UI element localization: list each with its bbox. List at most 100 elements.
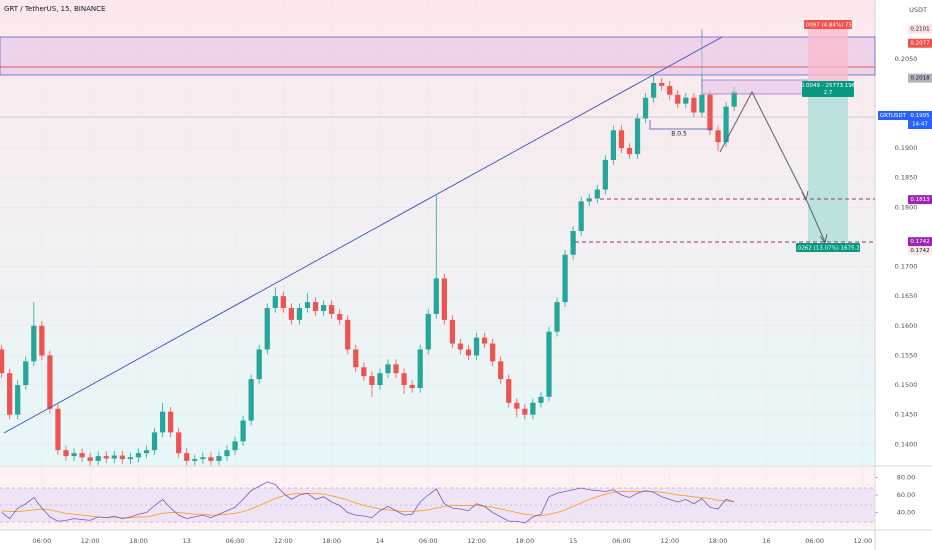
candle-body bbox=[457, 343, 464, 350]
candle-body bbox=[675, 94, 681, 104]
x-tick-label: 06:00 bbox=[226, 537, 245, 545]
candle-body bbox=[522, 408, 528, 415]
candle-body bbox=[642, 97, 649, 119]
candle-body bbox=[667, 85, 673, 95]
candle-body bbox=[248, 379, 254, 421]
candle-body bbox=[353, 349, 359, 368]
y-tick-label: 0.1500 bbox=[895, 381, 918, 389]
candle-body bbox=[304, 302, 311, 309]
candle-body bbox=[47, 355, 53, 409]
target-label: 0.0262 (13.07%) 1675.26 bbox=[793, 246, 864, 252]
candle-body bbox=[264, 308, 270, 350]
symbol-tag-bg bbox=[878, 111, 908, 120]
candle-body bbox=[433, 278, 439, 314]
price-tags: 0.2101 0.2077 0.2018 0.1813 0.1742 0.1742 bbox=[908, 24, 932, 256]
candle-body bbox=[393, 364, 399, 374]
y-tick-label: 0.1400 bbox=[895, 440, 918, 448]
y-tick-label: 0.1550 bbox=[895, 351, 918, 359]
price-tag-bg bbox=[908, 246, 932, 256]
y-unit: USDT bbox=[909, 6, 927, 14]
candle-body bbox=[562, 254, 568, 303]
candle-body bbox=[15, 385, 21, 415]
price-tag: 0.1742 bbox=[910, 248, 929, 254]
candle-body bbox=[425, 313, 431, 350]
candle-body bbox=[312, 302, 319, 311]
candle-body bbox=[691, 97, 697, 113]
candle-body bbox=[337, 313, 343, 320]
candle-body bbox=[651, 82, 657, 98]
x-tick-label: 13 bbox=[183, 537, 191, 545]
candle-body bbox=[554, 302, 560, 332]
candle-body bbox=[401, 373, 407, 386]
candle-body bbox=[39, 325, 45, 356]
candle-body bbox=[610, 130, 617, 160]
x-tick-label: 18:00 bbox=[129, 537, 148, 545]
y-tick-label: 0.1900 bbox=[895, 144, 918, 152]
y-tick-label: 0.1450 bbox=[895, 411, 918, 419]
candle-body bbox=[715, 130, 721, 143]
candle-body bbox=[224, 450, 230, 457]
candle-body bbox=[23, 361, 29, 386]
candle-body bbox=[159, 411, 166, 433]
candle-body bbox=[111, 455, 117, 459]
price-tag-bg bbox=[908, 237, 932, 247]
candle-body bbox=[473, 337, 480, 356]
stop-label: 0.0097 (4.84%) 750 bbox=[800, 23, 856, 29]
y-tick-label: 0.1650 bbox=[895, 292, 918, 300]
entry-box bbox=[701, 79, 808, 95]
candle-body bbox=[176, 432, 182, 454]
zone bbox=[0, 36, 876, 76]
candle-body bbox=[594, 189, 600, 199]
entry-label: 0.0049 - 25773.196 bbox=[801, 83, 856, 89]
target-label-bg bbox=[796, 243, 860, 252]
candle-body bbox=[530, 402, 536, 415]
ratio-label: 2.7 bbox=[824, 90, 833, 96]
candle-body bbox=[506, 379, 512, 403]
candle-body bbox=[723, 106, 729, 143]
candle-body bbox=[385, 364, 391, 374]
candle-body bbox=[103, 456, 109, 459]
candle-body bbox=[184, 453, 190, 461]
candle-body bbox=[71, 453, 77, 457]
price-tag-bg bbox=[908, 73, 932, 83]
symbol-price: 0.1995 bbox=[910, 113, 930, 119]
countdown: 14:47 bbox=[912, 122, 928, 128]
x-tick-label: 12:00 bbox=[660, 537, 679, 545]
stop-label-bg bbox=[804, 20, 852, 29]
plot-background bbox=[0, 0, 875, 465]
price-tag: 0.2101 bbox=[910, 27, 929, 33]
price-tag-bg bbox=[908, 24, 932, 34]
entry-label-bg bbox=[802, 81, 854, 97]
candle-body bbox=[63, 450, 69, 457]
x-tick-label: 12:00 bbox=[467, 537, 486, 545]
candle-body bbox=[216, 456, 222, 461]
candle-body bbox=[538, 396, 544, 403]
candle-body bbox=[135, 453, 142, 458]
stop-zone bbox=[808, 20, 848, 90]
x-tick-label: 15 bbox=[569, 537, 577, 545]
candle-body bbox=[87, 457, 93, 461]
candle-body bbox=[546, 331, 552, 397]
candle-body bbox=[208, 457, 214, 461]
candle-body bbox=[586, 198, 592, 202]
y-tick-label: 0.1700 bbox=[895, 263, 918, 271]
candle-body bbox=[514, 402, 520, 409]
candle-body bbox=[143, 450, 150, 454]
trendline bbox=[3, 36, 723, 434]
y-tick-label: 0.1850 bbox=[895, 174, 918, 182]
price-tag-bg bbox=[908, 195, 932, 205]
candle-body bbox=[79, 453, 85, 458]
candle-body bbox=[659, 82, 665, 86]
candle-body bbox=[634, 118, 641, 155]
candle-body bbox=[272, 296, 278, 309]
candle-body bbox=[95, 456, 101, 461]
rsi-tick-label: 60.00 bbox=[897, 491, 916, 499]
candle-body bbox=[490, 343, 496, 362]
candle-body bbox=[602, 159, 608, 190]
candle-body bbox=[200, 457, 206, 460]
candle-body bbox=[361, 367, 367, 377]
candle-body bbox=[409, 385, 415, 388]
rsi-tick-label: 40.00 bbox=[897, 509, 916, 517]
candle-body bbox=[168, 411, 174, 433]
